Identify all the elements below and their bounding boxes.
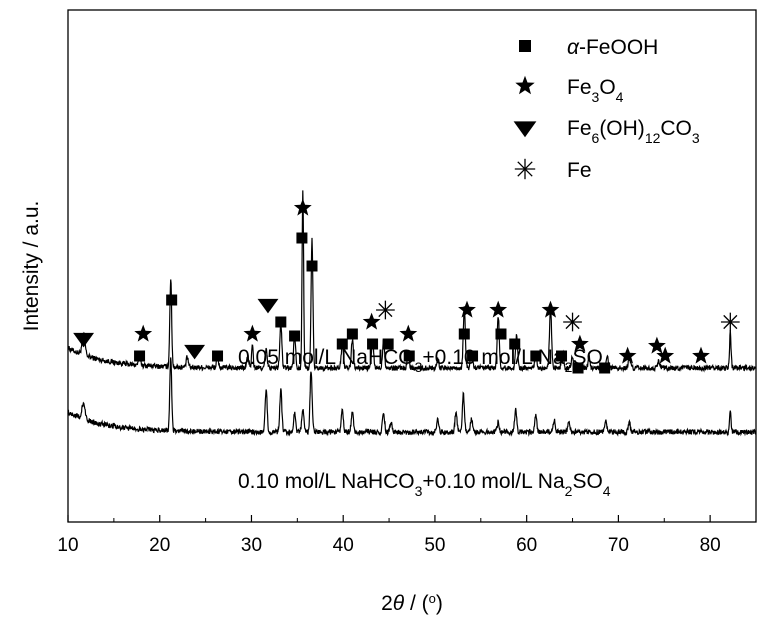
marker-star — [571, 334, 589, 352]
phase-markers — [73, 198, 740, 374]
x-tick-label: 50 — [424, 535, 445, 556]
marker-star — [618, 346, 637, 364]
legend-label-part: 4 — [616, 89, 624, 105]
y-axis-label: Intensity / a.u. — [20, 201, 43, 332]
marker-asterisk — [376, 300, 395, 320]
marker-star — [656, 346, 675, 364]
marker-square — [530, 350, 542, 362]
marker-square — [467, 350, 479, 362]
marker-square — [556, 350, 568, 362]
legend-label-part: O — [599, 76, 615, 99]
x-tick-label: 70 — [608, 535, 629, 556]
pattern-series-1 — [67, 190, 757, 373]
marker-star — [362, 312, 381, 330]
series-label-1-part: 2 — [565, 359, 573, 375]
marker-star — [399, 324, 418, 342]
series-label-2-part: 0.10 mol/L NaHCO — [238, 470, 415, 493]
legend-label-part: Fe — [567, 76, 592, 99]
plot-frame — [67, 9, 757, 523]
marker-square — [495, 328, 507, 340]
series-label-2-part: 3 — [415, 483, 423, 499]
x-tick-label: 60 — [516, 535, 537, 556]
series-label-2: 0.10 mol/L NaHCO3+0.10 mol/L Na2SO4 — [238, 470, 611, 499]
legend-label: Fe3O4 — [567, 76, 624, 105]
legend-label-part: Fe — [567, 159, 592, 182]
legend-label-part: 3 — [692, 130, 700, 146]
marker-square — [212, 350, 224, 362]
marker-square — [289, 330, 301, 342]
legend-label-part: 12 — [645, 130, 661, 146]
marker-asterisk — [720, 312, 740, 332]
marker-square — [275, 316, 287, 328]
marker-square — [346, 328, 358, 340]
x-tick-label: 20 — [149, 535, 170, 556]
marker-square — [509, 338, 521, 350]
legend-marker-triangle-down — [513, 121, 537, 138]
series-labels: 0.05 mol/L NaHCO3+0.10 mol/L Na2SO40.10 … — [238, 346, 611, 499]
marker-star — [489, 300, 508, 318]
x-axis-label-part: 2 — [381, 592, 393, 615]
series-label-1-part: +0.10 mol/L Na — [422, 346, 565, 369]
marker-square — [382, 338, 394, 350]
legend-label-part: CO — [660, 117, 692, 140]
marker-square — [367, 338, 379, 350]
marker-star — [541, 300, 560, 318]
marker-star — [458, 300, 476, 318]
marker-square — [572, 362, 584, 374]
marker-star — [134, 324, 153, 342]
marker-square — [166, 294, 178, 306]
legend-label-part: 3 — [592, 89, 600, 105]
marker-square — [306, 260, 318, 272]
x-axis-label-part: θ — [393, 592, 405, 615]
x-axis-label-part: o — [429, 591, 436, 606]
marker-square — [336, 338, 348, 350]
x-tick-label: 30 — [241, 535, 262, 556]
series-label-1-part: 0.05 mol/L NaHCO — [238, 346, 415, 369]
marker-triangle-down — [257, 298, 279, 314]
pattern-series-2 — [67, 357, 757, 437]
marker-square — [134, 350, 146, 362]
marker-star — [293, 198, 312, 216]
x-axis-label: 2θ / (o) — [381, 591, 443, 616]
marker-square — [458, 328, 470, 340]
x-tick-label: 80 — [700, 535, 721, 556]
series-label-2-part: 4 — [603, 483, 611, 499]
legend-label: Fe — [567, 159, 592, 182]
marker-star — [243, 324, 262, 342]
series-label-1-part: 3 — [415, 359, 423, 375]
marker-triangle-down — [73, 332, 95, 348]
marker-star — [648, 336, 666, 354]
legend-marker-star — [515, 75, 535, 95]
series-label-2-part: 2 — [565, 483, 573, 499]
pattern-curves — [67, 190, 757, 437]
legend-label-part: 6 — [592, 130, 600, 146]
series-label-1-part: 4 — [603, 359, 611, 375]
legend-marker-asterisk — [514, 158, 536, 180]
series-label-2-part: +0.10 mol/L Na — [422, 470, 565, 493]
marker-star — [692, 346, 710, 364]
series-label-1: 0.05 mol/L NaHCO3+0.10 mol/L Na2SO4 — [238, 346, 611, 375]
legend-marker-square — [519, 40, 531, 52]
x-tick-label: 40 — [333, 535, 354, 556]
legend-label: Fe6(OH)12CO3 — [567, 117, 700, 146]
x-tick-label: 10 — [57, 535, 78, 556]
series-label-2-part: SO — [572, 470, 602, 493]
legend-label-part: -FeOOH — [579, 36, 658, 59]
legend-label-part: Fe — [567, 117, 592, 140]
x-axis-label-part: / ( — [404, 592, 429, 615]
legend-label-part: (OH) — [599, 117, 645, 140]
x-axis-label-part: ) — [436, 592, 443, 615]
marker-square — [599, 362, 611, 374]
legend-label-part: α — [567, 36, 580, 59]
marker-asterisk — [563, 312, 582, 332]
legend-label: α-FeOOH — [567, 36, 658, 59]
marker-square — [296, 232, 308, 244]
marker-square — [403, 350, 415, 362]
marker-triangle-down — [184, 344, 206, 360]
series-label-1-part: SO — [572, 346, 602, 369]
